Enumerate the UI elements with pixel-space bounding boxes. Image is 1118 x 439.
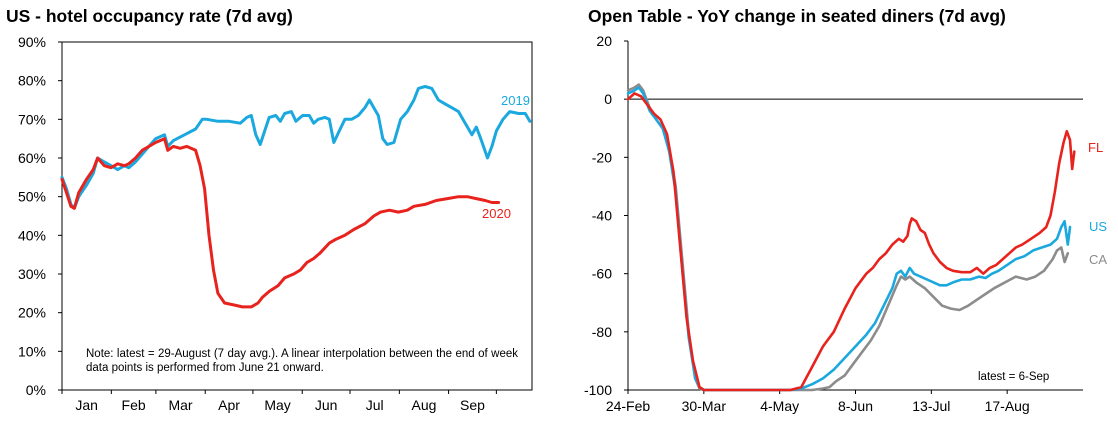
x-tick-label: 24-Feb bbox=[606, 398, 651, 414]
x-tick-label: Feb bbox=[122, 397, 146, 413]
open-table-chart: Open Table - YoY change in seated diners… bbox=[560, 0, 1118, 439]
y-tick-label: 0 bbox=[604, 91, 612, 107]
x-tick-label: Sep bbox=[460, 397, 485, 413]
y-tick-label: 60% bbox=[18, 150, 46, 166]
y-tick-label: 90% bbox=[18, 34, 46, 50]
series-line-CA bbox=[626, 83, 1070, 392]
y-tick-label: -20 bbox=[592, 149, 612, 165]
y-tick-label: 20% bbox=[18, 305, 46, 321]
y-tick-label: 70% bbox=[18, 111, 46, 127]
series-label-FL: FL bbox=[1088, 140, 1103, 155]
series-label-US: US bbox=[1089, 219, 1107, 234]
series-label-CA: CA bbox=[1089, 252, 1107, 267]
y-tick-label: 40% bbox=[18, 227, 46, 243]
series-label-2019: 2019 bbox=[501, 93, 530, 108]
hotel-occupancy-chart: US - hotel occupancy rate (7d avg) 0% 10%… bbox=[0, 0, 545, 439]
y-tick-label: -80 bbox=[592, 324, 612, 340]
y-tick-label: -100 bbox=[584, 382, 612, 398]
y-tick-label: -60 bbox=[592, 266, 612, 282]
x-tick-label: 4-May bbox=[760, 398, 799, 414]
y-tick-label: 80% bbox=[18, 73, 46, 89]
x-tick-label: May bbox=[264, 397, 290, 413]
x-tick-label: Mar bbox=[168, 397, 192, 413]
y-tick-label: 30% bbox=[18, 266, 46, 282]
plot-frame bbox=[61, 41, 533, 391]
open-table-plot: -100 -80 -60 -40 -20 0 20 24-Feb 30-Mar 4-May 8-Ju… bbox=[584, 33, 1107, 414]
y-tick-label: 50% bbox=[18, 189, 46, 205]
x-tick-label: Jan bbox=[75, 397, 98, 413]
x-tick-label: Aug bbox=[412, 397, 437, 413]
hotel-occupancy-plot: 0% 10% 20% 30% 40% 50% 60% 70% 80% 90% Jan Feb Mar Ap… bbox=[18, 34, 533, 413]
x-tick-label: Jul bbox=[366, 397, 384, 413]
y-tick-label: 10% bbox=[18, 343, 46, 359]
series-line-2019 bbox=[60, 85, 532, 210]
y-tick-label: -40 bbox=[592, 208, 612, 224]
x-tick-label: Jun bbox=[315, 397, 338, 413]
chart-title: Open Table - YoY change in seated diners… bbox=[588, 6, 1006, 26]
x-tick-label: 30-Mar bbox=[682, 398, 727, 414]
chart-note: latest = 6-Sep bbox=[978, 371, 1050, 383]
series-line-US bbox=[626, 86, 1072, 392]
series-line-FL bbox=[626, 92, 1076, 392]
x-tick-label: 8-Jun bbox=[838, 398, 873, 414]
x-tick-label: 17-Aug bbox=[985, 398, 1030, 414]
x-tick-label: Apr bbox=[218, 397, 240, 413]
series-label-2020: 2020 bbox=[482, 206, 511, 221]
series-line-2020 bbox=[60, 137, 501, 309]
x-tick-label: 13-Jul bbox=[912, 398, 950, 414]
chart-title: US - hotel occupancy rate (7d avg) bbox=[6, 6, 293, 26]
y-tick-label: 0% bbox=[26, 382, 46, 398]
y-tick-label: 20 bbox=[596, 33, 612, 49]
chart-note: Note: latest = 29-August (7 day avg.). A… bbox=[86, 348, 518, 374]
